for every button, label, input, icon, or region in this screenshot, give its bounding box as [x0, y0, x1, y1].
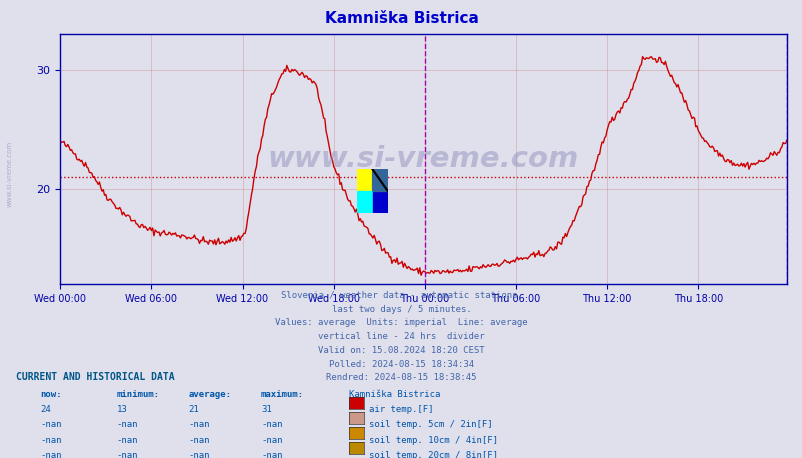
Text: -nan: -nan: [261, 451, 282, 458]
Text: -nan: -nan: [116, 436, 138, 445]
Text: -nan: -nan: [116, 451, 138, 458]
Text: -nan: -nan: [261, 420, 282, 430]
Text: soil temp. 20cm / 8in[F]: soil temp. 20cm / 8in[F]: [368, 451, 497, 458]
Text: -nan: -nan: [188, 436, 210, 445]
Text: soil temp. 10cm / 4in[F]: soil temp. 10cm / 4in[F]: [368, 436, 497, 445]
Bar: [357, 169, 372, 191]
Text: Slovenia / weather data - automatic stations.: Slovenia / weather data - automatic stat…: [280, 291, 522, 300]
Text: 21: 21: [188, 405, 199, 414]
Text: -nan: -nan: [116, 420, 138, 430]
Text: -nan: -nan: [261, 436, 282, 445]
Text: now:: now:: [40, 390, 62, 399]
Text: last two days / 5 minutes.: last two days / 5 minutes.: [331, 305, 471, 314]
Text: CURRENT AND HISTORICAL DATA: CURRENT AND HISTORICAL DATA: [16, 372, 175, 382]
Text: Kamniška Bistrica: Kamniška Bistrica: [349, 390, 440, 399]
Text: minimum:: minimum:: [116, 390, 160, 399]
Polygon shape: [372, 169, 387, 191]
Bar: [357, 191, 372, 213]
Text: -nan: -nan: [40, 451, 62, 458]
Text: Rendred: 2024-08-15 18:38:45: Rendred: 2024-08-15 18:38:45: [326, 373, 476, 382]
Text: -nan: -nan: [40, 436, 62, 445]
Text: vertical line - 24 hrs  divider: vertical line - 24 hrs divider: [318, 332, 484, 341]
Text: air temp.[F]: air temp.[F]: [368, 405, 432, 414]
Text: soil temp. 5cm / 2in[F]: soil temp. 5cm / 2in[F]: [368, 420, 492, 430]
Text: Polled: 2024-08-15 18:34:34: Polled: 2024-08-15 18:34:34: [329, 360, 473, 369]
Text: -nan: -nan: [188, 451, 210, 458]
Text: Kamniška Bistrica: Kamniška Bistrica: [324, 11, 478, 27]
Text: 13: 13: [116, 405, 127, 414]
Bar: [372, 191, 387, 213]
Text: average:: average:: [188, 390, 232, 399]
Text: -nan: -nan: [188, 420, 210, 430]
Text: www.si-vreme.com: www.si-vreme.com: [6, 141, 12, 207]
Text: Valid on: 15.08.2024 18:20 CEST: Valid on: 15.08.2024 18:20 CEST: [318, 346, 484, 355]
Text: -nan: -nan: [40, 420, 62, 430]
Polygon shape: [372, 169, 387, 191]
Text: maximum:: maximum:: [261, 390, 304, 399]
Text: 24: 24: [40, 405, 51, 414]
Text: 31: 31: [261, 405, 271, 414]
Text: www.si-vreme.com: www.si-vreme.com: [268, 145, 578, 173]
Text: Values: average  Units: imperial  Line: average: Values: average Units: imperial Line: av…: [275, 318, 527, 327]
